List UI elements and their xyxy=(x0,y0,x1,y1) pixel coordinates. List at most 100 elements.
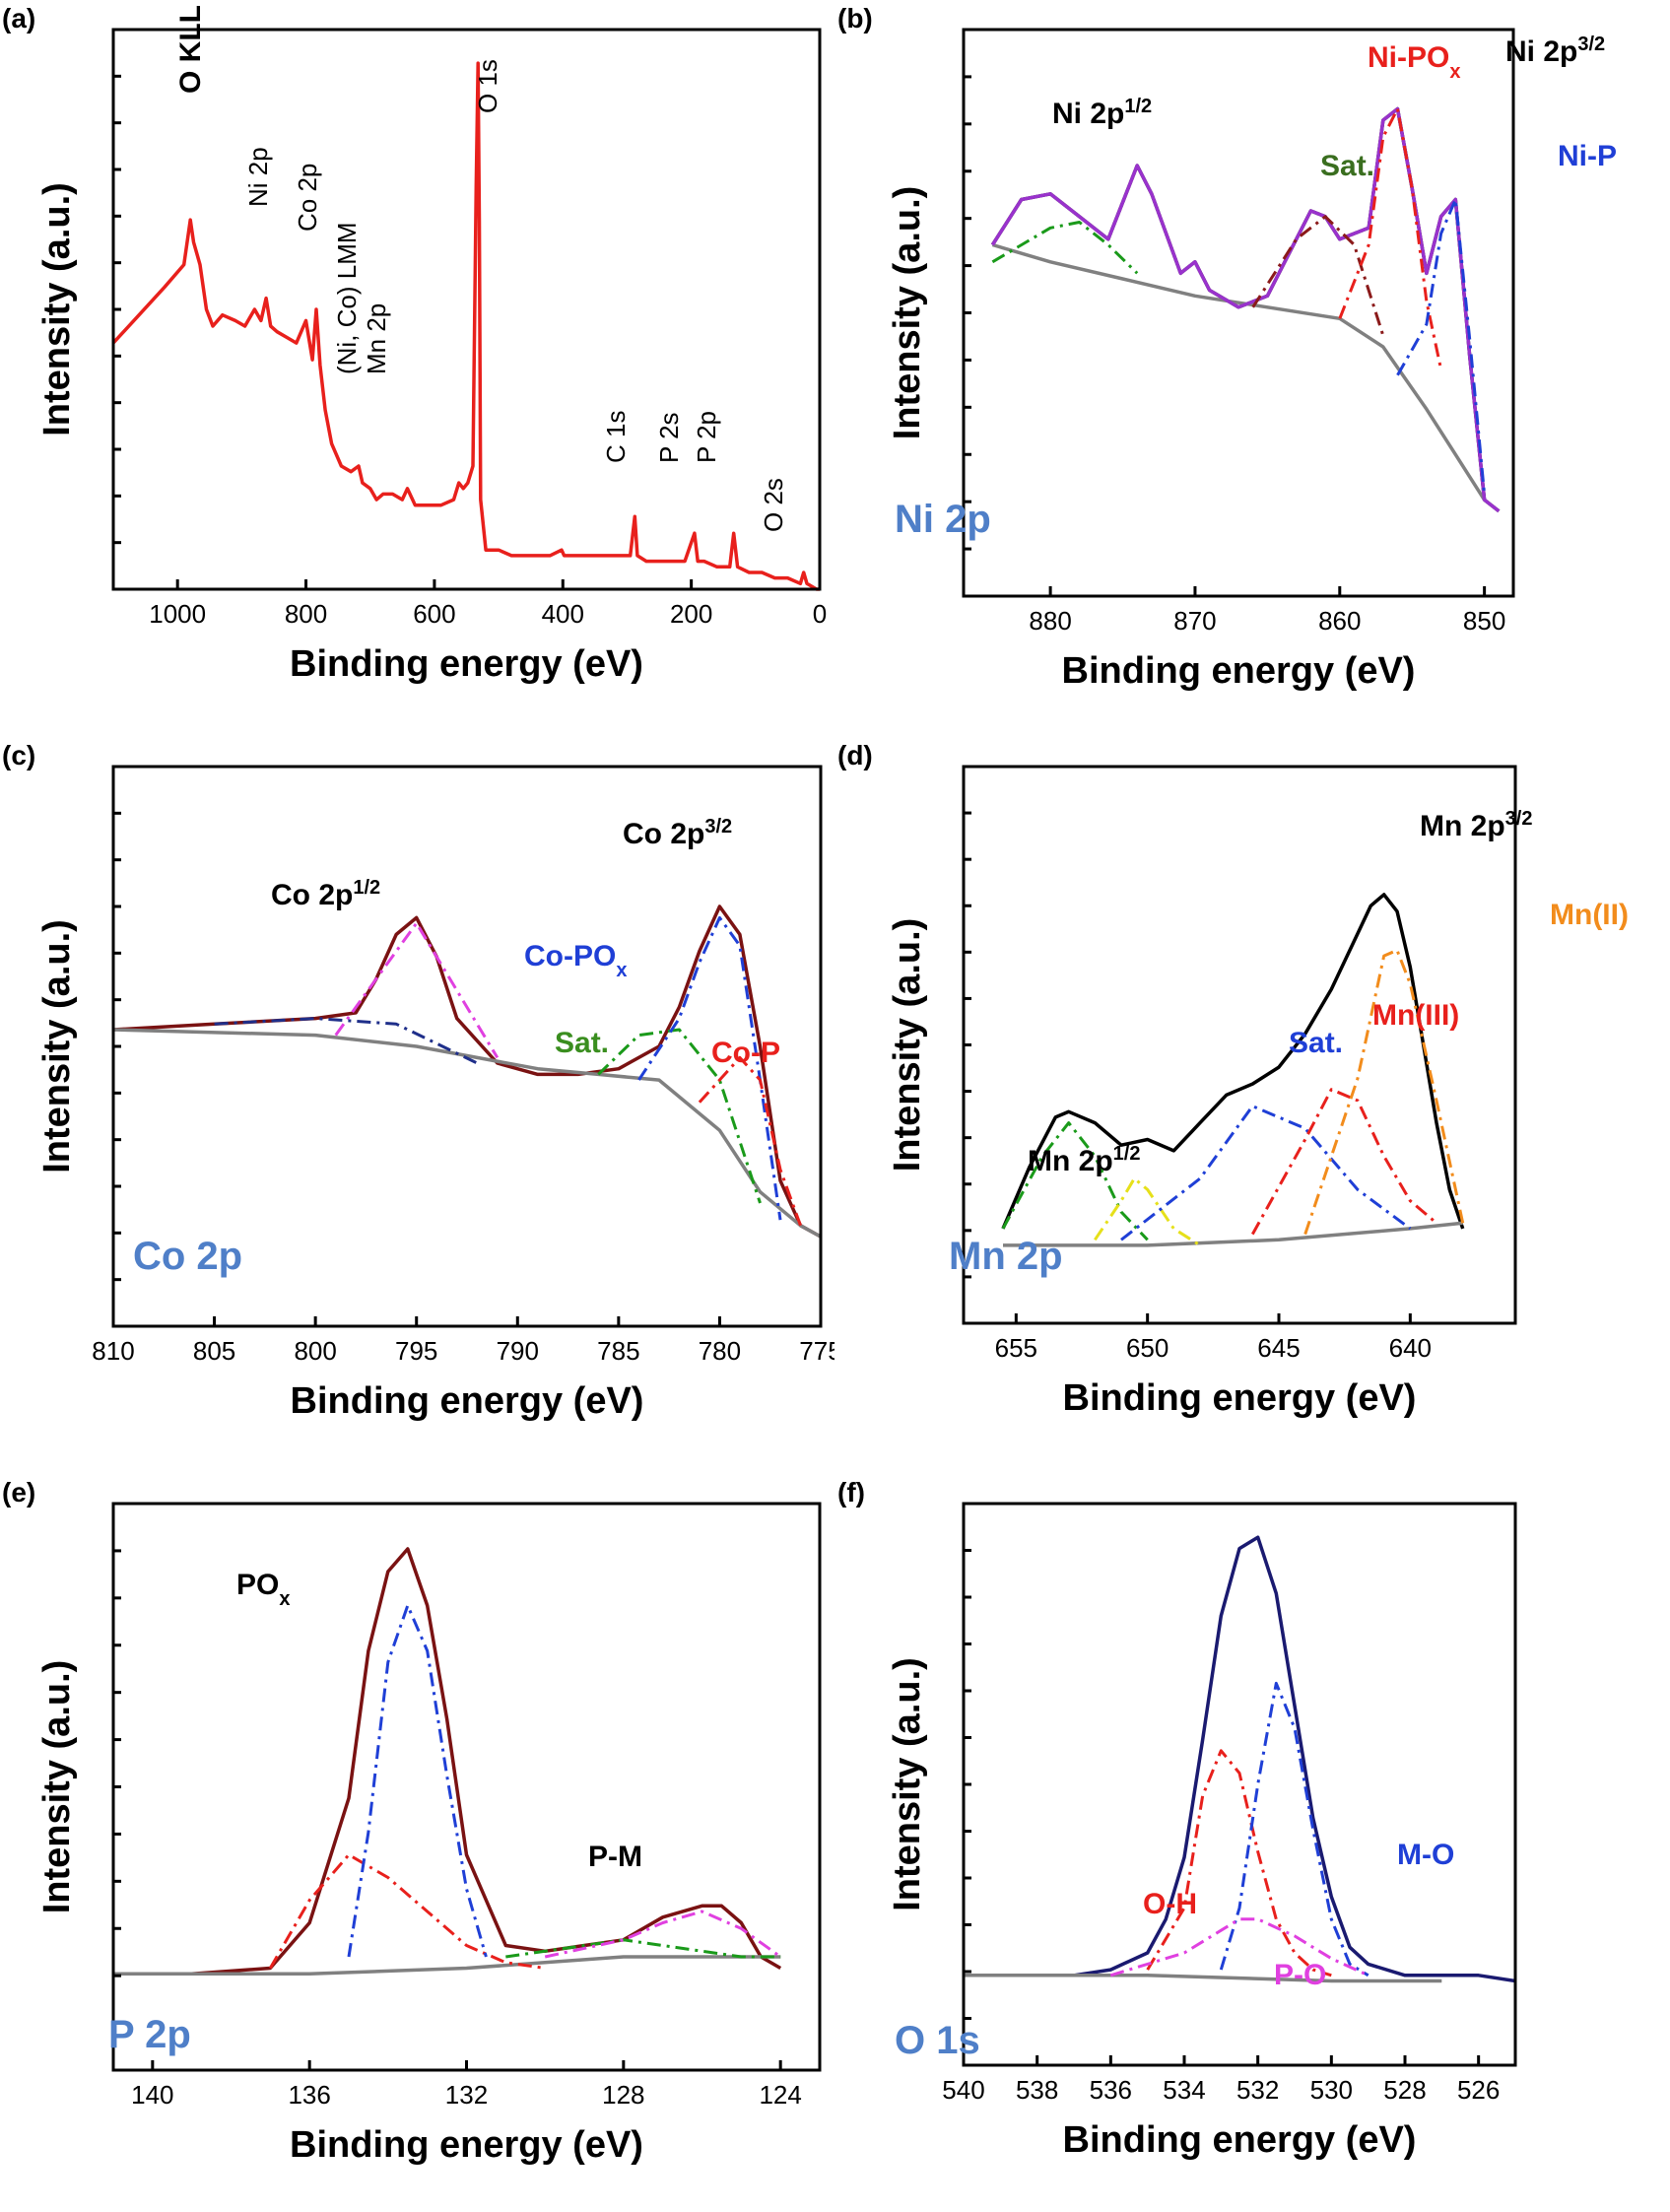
panel-label: (a) xyxy=(2,3,35,34)
y-axis-label: Intensity (a.u.) xyxy=(36,182,78,436)
y-axis-label: Intensity (a.u.) xyxy=(887,918,928,1173)
series-line-0 xyxy=(964,1535,1516,1983)
annot-o-1s: O 1s xyxy=(473,59,502,113)
chart-b-svg: (b) 880 870 860 850 Binding energy (eV) Inten… xyxy=(837,3,1617,692)
x-tick-label: 124 xyxy=(759,2080,801,2110)
plot-area: 810 805 800 795 790 785 780 775 Binding energy (… xyxy=(36,765,835,1422)
panel-a: (a) 1000 800 600 400 200 0 Binding energy (eV)… xyxy=(0,0,835,737)
panel-label: (d) xyxy=(837,740,873,771)
series-line-3 xyxy=(1219,1681,1369,1977)
x-tick-label: 200 xyxy=(670,599,712,629)
panel-d: (d) 655 650 645 640 Binding energy (eV) Inten… xyxy=(835,737,1670,1474)
region-label: Ni 2p xyxy=(895,498,991,541)
x-tick-label: 640 xyxy=(1389,1333,1432,1363)
annot-mn-2p12: Mn 2p1/2 xyxy=(1028,1143,1140,1177)
chart-f-svg: (f) 540 538 536 534 532 530 528 526 Binding ener… xyxy=(837,1477,1517,2161)
annot-co-2p12: Co 2p1/2 xyxy=(271,877,380,911)
chart-d-svg: (d) 655 650 645 640 Binding energy (eV) Inten… xyxy=(837,740,1629,1419)
annot-ni-pox: Ni-POx xyxy=(1368,41,1460,83)
x-tick-label: 655 xyxy=(995,1333,1037,1363)
series-line-2 xyxy=(269,1853,546,1970)
plot-frame xyxy=(111,28,822,591)
x-tick-label: 400 xyxy=(542,599,584,629)
annot-o-h: O-H xyxy=(1143,1888,1197,1920)
y-axis-label: Intensity (a.u.) xyxy=(887,1657,928,1911)
annot-ni-p: Ni-P xyxy=(1558,140,1617,172)
series-line-0 xyxy=(111,61,820,591)
x-tick-label: 810 xyxy=(92,1336,134,1366)
x-tick-label: 538 xyxy=(1016,2075,1058,2105)
annot-m-o: M-O xyxy=(1397,1839,1454,1871)
panel-label: (f) xyxy=(837,1477,865,1508)
series-line-1 xyxy=(1003,1221,1463,1247)
series-line-6 xyxy=(1396,198,1487,495)
annot-co-p: Co-P xyxy=(711,1037,780,1069)
series-line-4 xyxy=(1120,1105,1412,1241)
plot-frame xyxy=(111,1502,822,2072)
series-line-5 xyxy=(544,1910,782,1959)
panel-c: (c) 810 805 800 795 790 785 780 775 Binding ener… xyxy=(0,737,835,1474)
panel-f: (f) 540 538 536 534 532 530 528 526 Binding ener… xyxy=(835,1474,1670,2211)
annot-p-o: P-O xyxy=(1274,1959,1326,1991)
x-tick-label: 534 xyxy=(1163,2075,1205,2105)
annot-mn-iii: Mn(III) xyxy=(1372,999,1459,1032)
annot-ni-2p: Ni 2p xyxy=(243,147,273,207)
region-label: Co 2p xyxy=(133,1235,242,1278)
plot-area: 655 650 645 640 Binding energy (eV) Intensity… xyxy=(887,765,1517,1419)
annot-mn-ii: Mn(II) xyxy=(1550,899,1629,931)
series-line-1 xyxy=(112,1028,822,1239)
x-axis-label: Binding energy (eV) xyxy=(290,643,643,685)
annot-o-2s: O 2s xyxy=(759,478,788,532)
chart-a-svg: (a) 1000 800 600 400 200 0 Binding energy (eV)… xyxy=(2,3,827,685)
x-tick-label: 600 xyxy=(413,599,455,629)
series-line-4 xyxy=(597,1028,762,1204)
x-tick-label: 140 xyxy=(131,2080,173,2110)
series-line-4 xyxy=(1109,1917,1369,1977)
region-label: O 1s xyxy=(895,2019,980,2062)
series-line-3 xyxy=(1094,1176,1201,1247)
series-line-6 xyxy=(698,1055,802,1227)
x-tick-label: 532 xyxy=(1236,2075,1279,2105)
series-line-2 xyxy=(1001,1121,1149,1241)
y-axis-label: Intensity (a.u.) xyxy=(36,919,78,1173)
annot-p-2p: P 2p xyxy=(692,411,721,463)
x-tick-label: 650 xyxy=(1126,1333,1169,1363)
x-tick-label: 526 xyxy=(1457,2075,1500,2105)
plot-frame xyxy=(962,28,1515,598)
y-axis-label: Intensity (a.u.) xyxy=(36,1660,78,1914)
panel-label: (e) xyxy=(2,1477,35,1508)
panel-b: (b) 880 870 860 850 Binding energy (eV) Inten… xyxy=(835,0,1670,737)
x-tick-label: 128 xyxy=(602,2080,644,2110)
x-tick-label: 536 xyxy=(1090,2075,1132,2105)
x-tick-label: 785 xyxy=(597,1336,639,1366)
series-line-0 xyxy=(1001,893,1465,1230)
x-tick-label: 795 xyxy=(395,1336,437,1366)
panel-e: (e) 140 136 132 128 124 Binding energy (eV) In… xyxy=(0,1474,835,2211)
series-line-2 xyxy=(1146,1749,1332,1977)
series-line-0 xyxy=(990,106,1501,513)
panel-label: (c) xyxy=(2,740,35,771)
annot-o-kll: O KLL xyxy=(174,5,207,94)
annot-p-m: P-M xyxy=(588,1841,642,1873)
annot-ni-2p12: Ni 2p1/2 xyxy=(1052,96,1152,130)
x-tick-label: 1000 xyxy=(149,599,206,629)
x-tick-label: 132 xyxy=(445,2080,488,2110)
x-tick-label: 860 xyxy=(1318,606,1361,636)
annot-co-pox: Co-POx xyxy=(524,940,627,981)
x-tick-label: 775 xyxy=(799,1336,835,1366)
chart-e-svg: (e) 140 136 132 128 124 Binding energy (eV) In… xyxy=(2,1477,822,2166)
annot-pox: POx xyxy=(236,1569,290,1610)
annot-co-2p32: Co 2p3/2 xyxy=(623,816,732,850)
annot-co-2p: Co 2p xyxy=(293,164,322,232)
series-line-4 xyxy=(505,1938,781,1959)
x-tick-label: 645 xyxy=(1257,1333,1300,1363)
x-tick-label: 880 xyxy=(1029,606,1071,636)
annot-c-1s: C 1s xyxy=(601,411,631,463)
x-axis-label: Binding energy (eV) xyxy=(1063,2119,1417,2161)
annot-mn-2p: Mn 2p xyxy=(362,303,391,374)
series-line-5 xyxy=(1338,107,1443,370)
series-line-1 xyxy=(991,242,1501,513)
series-line-1 xyxy=(113,1955,781,1977)
plot-area: 1000 800 600 400 200 0 Binding energy (eV) Inte… xyxy=(36,28,827,685)
x-tick-label: 136 xyxy=(288,2080,330,2110)
